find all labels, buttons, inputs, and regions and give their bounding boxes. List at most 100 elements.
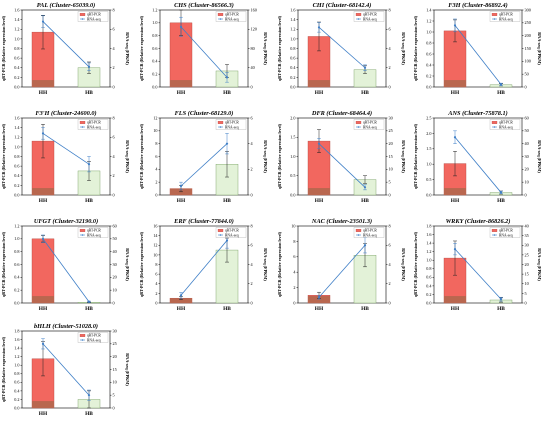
line-point <box>225 142 229 145</box>
left-tick-label: 0.2 <box>14 183 19 188</box>
chart-title: WRKY (Cluster-86826.2) <box>446 218 511 225</box>
left-tick-label: 1.2 <box>152 7 157 12</box>
legend-bar-label: qRT-PCR <box>363 229 377 233</box>
right-tick-label: 6 <box>251 243 253 248</box>
left-tick-label: 1.6 <box>14 7 19 12</box>
legend-bar-label: qRT-PCR <box>225 229 239 233</box>
left-axis-label: qRT-PCR (Relative expression level) <box>1 15 6 81</box>
right-tick-label: 20 <box>525 262 529 267</box>
right-axis-label: RNA-seq (FPKM) <box>125 140 130 173</box>
left-axis-label: qRT-PCR (Relative expression level) <box>1 231 6 297</box>
right-axis-label: RNA-seq (FPKM) <box>263 32 268 65</box>
right-tick-label: 30 <box>525 243 529 248</box>
right-tick-label: 0 <box>113 84 115 89</box>
x-tick-label: HB <box>223 198 231 204</box>
chart-panel: bHLH (Cluster-51028.0) 0.0 0.2 0.4 0.6 0.8 1.0… <box>0 321 130 425</box>
legend-bar-swatch <box>491 229 498 232</box>
left-tick-label: 6 <box>155 154 157 159</box>
right-tick-label: 35 <box>525 233 529 238</box>
rnaseq-line <box>454 248 502 300</box>
right-tick-label: 40 <box>525 141 529 146</box>
right-tick-label: 0 <box>525 84 527 89</box>
left-tick-label: 1.2 <box>14 135 19 140</box>
x-tick-label: HB <box>497 198 505 204</box>
line-point <box>87 394 91 397</box>
legend-bar-swatch <box>79 121 86 124</box>
right-tick-label: 0 <box>251 192 253 197</box>
left-tick-label: 12 <box>153 243 157 248</box>
legend-box <box>77 119 109 130</box>
left-tick-label: 0.4 <box>14 65 20 70</box>
legend-line-marker <box>219 18 222 20</box>
left-tick-label: 0.4 <box>290 65 296 70</box>
chart-title: UFGT (Cluster-32190.0) <box>34 218 98 225</box>
right-tick-label: 4 <box>113 154 116 159</box>
x-tick-label: HB <box>497 306 505 312</box>
right-tick-label: 8 <box>113 115 115 120</box>
line-point <box>453 24 457 27</box>
right-tick-label: 160 <box>251 7 257 12</box>
left-tick-label: 0 <box>155 192 157 197</box>
legend-bar-swatch <box>79 13 86 16</box>
right-axis-label: RNA-seq (FPKM) <box>263 248 268 281</box>
left-tick-label: 1.4 <box>290 17 296 22</box>
chart-svg: NAC (Cluster-23501.3) 0 2 4 6 8 10 0 2 4 6 8 HH HB qRT… <box>277 218 406 312</box>
left-tick-label: 2 <box>293 285 295 290</box>
line-point <box>225 239 229 242</box>
chart-title: ERF (Cluster-77844.0) <box>173 218 234 225</box>
x-tick-label: HH <box>451 90 460 96</box>
left-tick-label: 0.8 <box>290 46 295 51</box>
left-tick-label: 0.4 <box>14 388 20 393</box>
left-tick-label: 0.2 <box>14 75 19 80</box>
bar-hh-lower-band <box>444 80 466 87</box>
left-tick-label: 0.6 <box>14 380 19 385</box>
left-tick-label: 2.0 <box>426 131 431 136</box>
chart-panel: ANS (Cluster-75878.1) 0.0 0.5 1.0 1.5 2.0 2.5 0… <box>412 108 542 212</box>
left-tick-label: 0.0 <box>14 84 19 89</box>
right-tick-label: 50 <box>525 72 529 77</box>
bar-hh-lower-band <box>32 80 54 87</box>
legend-line-label: RNA-seq <box>87 17 101 21</box>
legend-box <box>77 332 109 343</box>
right-tick-label: 25 <box>113 341 117 346</box>
right-tick-label: 50 <box>113 236 117 241</box>
left-tick-label: 1.4 <box>14 125 20 130</box>
right-tick-label: 0 <box>389 192 391 197</box>
legend-bar-swatch <box>217 121 224 124</box>
legend-box <box>353 227 385 238</box>
legend-bar-swatch <box>355 13 362 16</box>
left-tick-label: 0.6 <box>426 275 431 280</box>
line-point <box>499 83 503 86</box>
line-point <box>363 66 367 69</box>
legend-line-label: RNA-seq <box>225 125 239 129</box>
right-tick-label: 15 <box>525 272 529 277</box>
right-tick-label: 120 <box>251 27 257 32</box>
legend-line-label: RNA-seq <box>87 338 101 342</box>
legend-box <box>353 119 385 130</box>
x-tick-label: HH <box>177 90 186 96</box>
line-point <box>87 300 91 303</box>
x-tick-label: HH <box>315 306 324 312</box>
legend-bar-swatch <box>217 229 224 232</box>
bar-hh-lower-band <box>32 188 54 195</box>
line-point <box>179 25 183 28</box>
right-tick-label: 2 <box>113 65 115 70</box>
left-tick-label: 16 <box>153 223 157 228</box>
legend-line-label: RNA-seq <box>499 17 513 21</box>
left-tick-label: 1.0 <box>426 162 431 167</box>
right-tick-label: 6 <box>113 135 115 140</box>
legend-bar-label: qRT-PCR <box>499 13 513 17</box>
chart-svg: CHS (Cluster-86566.3) 0.0 0.2 0.4 0.6 0.8 1.0 1… <box>139 2 268 96</box>
left-tick-label: 0.0 <box>290 84 295 89</box>
x-tick-label: HH <box>39 411 48 417</box>
right-tick-label: 4 <box>389 46 392 51</box>
legend-line-label: RNA-seq <box>363 125 377 129</box>
legend-box <box>489 11 521 22</box>
legend-bar-label: qRT-PCR <box>225 13 239 17</box>
right-tick-label: 10 <box>525 281 529 286</box>
chart-panel: FLS (Cluster-68129.0) 0 2 4 6 8 10 12 0 2 4 6 HH HB qR… <box>138 108 268 212</box>
left-tick-label: 10 <box>291 223 295 228</box>
left-tick-label: 1.6 <box>426 232 431 237</box>
